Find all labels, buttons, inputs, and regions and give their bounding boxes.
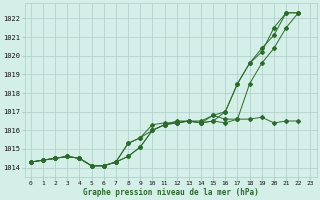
X-axis label: Graphe pression niveau de la mer (hPa): Graphe pression niveau de la mer (hPa) xyxy=(83,188,259,197)
